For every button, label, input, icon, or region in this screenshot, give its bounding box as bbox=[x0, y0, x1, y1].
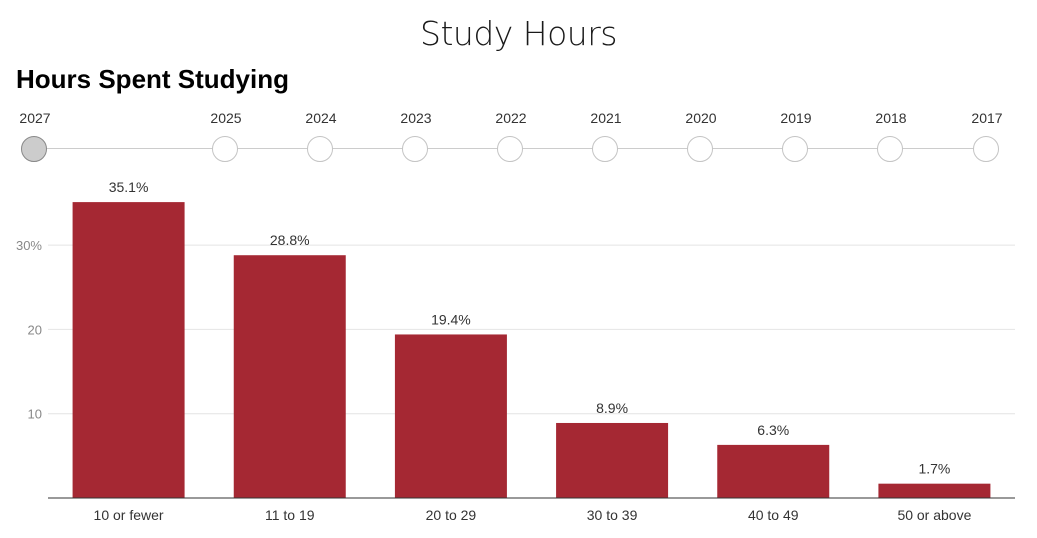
data-label: 28.8% bbox=[270, 232, 310, 248]
year-label: 2019 bbox=[780, 110, 812, 126]
year-label: 2027 bbox=[19, 110, 51, 126]
year-label: 2025 bbox=[210, 110, 242, 126]
year-stop-2020[interactable]: 2020 bbox=[671, 110, 731, 164]
data-label: 8.9% bbox=[596, 400, 628, 416]
x-tick-label: 11 to 19 bbox=[265, 507, 315, 523]
year-dot[interactable] bbox=[973, 136, 999, 162]
year-label: 2018 bbox=[875, 110, 907, 126]
year-label: 2023 bbox=[400, 110, 432, 126]
x-tick-label: 20 to 29 bbox=[426, 507, 477, 523]
bar bbox=[394, 334, 507, 498]
year-label: 2022 bbox=[495, 110, 527, 126]
x-tick-label: 30 to 39 bbox=[587, 507, 638, 523]
bar bbox=[878, 483, 991, 498]
x-tick-label: 50 or above bbox=[897, 507, 971, 523]
y-tick-label: 20 bbox=[28, 322, 42, 337]
year-dot[interactable] bbox=[497, 136, 523, 162]
data-label: 1.7% bbox=[918, 461, 950, 477]
year-stop-2024[interactable]: 2024 bbox=[291, 110, 351, 164]
x-tick-label: 40 to 49 bbox=[748, 507, 799, 523]
bar bbox=[233, 255, 346, 498]
chart-title: Hours Spent Studying bbox=[16, 64, 289, 94]
year-label: 2020 bbox=[685, 110, 717, 126]
data-label: 35.1% bbox=[109, 179, 149, 195]
year-label: 2024 bbox=[305, 110, 337, 126]
y-tick-label: 30% bbox=[16, 238, 42, 253]
year-stop-2025[interactable]: 2025 bbox=[196, 110, 256, 164]
year-stop-2027[interactable]: 2027 bbox=[5, 110, 65, 164]
x-tick-label: 10 or fewer bbox=[94, 507, 164, 523]
bar bbox=[717, 444, 830, 498]
page-title: Study Hours bbox=[420, 14, 617, 53]
year-stop-2018[interactable]: 2018 bbox=[861, 110, 921, 164]
year-label: 2021 bbox=[590, 110, 622, 126]
year-label: 2017 bbox=[971, 110, 1003, 126]
bar bbox=[72, 202, 185, 498]
year-dot[interactable] bbox=[307, 136, 333, 162]
year-stop-2022[interactable]: 2022 bbox=[481, 110, 541, 164]
data-label: 19.4% bbox=[431, 311, 471, 327]
year-dot[interactable] bbox=[212, 136, 238, 162]
y-tick-label: 10 bbox=[28, 407, 42, 422]
year-stop-2021[interactable]: 2021 bbox=[576, 110, 636, 164]
year-stop-2019[interactable]: 2019 bbox=[766, 110, 826, 164]
year-dot[interactable] bbox=[877, 136, 903, 162]
year-dot[interactable] bbox=[782, 136, 808, 162]
year-dot[interactable] bbox=[687, 136, 713, 162]
year-dot[interactable] bbox=[592, 136, 618, 162]
bar-chart: 10 20 30% 35.1% 10 or fewer 28.8% 11 to 19 19.4… bbox=[16, 179, 1015, 523]
year-timeline: 2027 2025 2024 2023 2022 2021 2020 2019 … bbox=[0, 0, 1037, 170]
year-dot[interactable] bbox=[21, 136, 47, 162]
year-dot[interactable] bbox=[402, 136, 428, 162]
year-stop-2017[interactable]: 2017 bbox=[957, 110, 1017, 164]
data-label: 6.3% bbox=[757, 422, 789, 438]
year-stop-2023[interactable]: 2023 bbox=[386, 110, 446, 164]
bar bbox=[556, 422, 669, 498]
